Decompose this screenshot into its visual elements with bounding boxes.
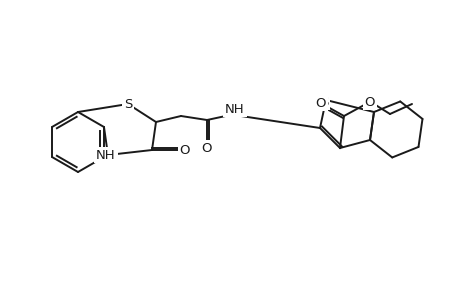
Text: NH: NH: [225, 103, 244, 116]
Text: O: O: [364, 95, 375, 109]
Text: S: S: [123, 98, 132, 110]
Text: O: O: [179, 143, 190, 157]
Text: S: S: [319, 95, 327, 109]
Text: NH: NH: [96, 148, 116, 161]
Text: O: O: [315, 97, 325, 110]
Text: O: O: [202, 142, 212, 154]
